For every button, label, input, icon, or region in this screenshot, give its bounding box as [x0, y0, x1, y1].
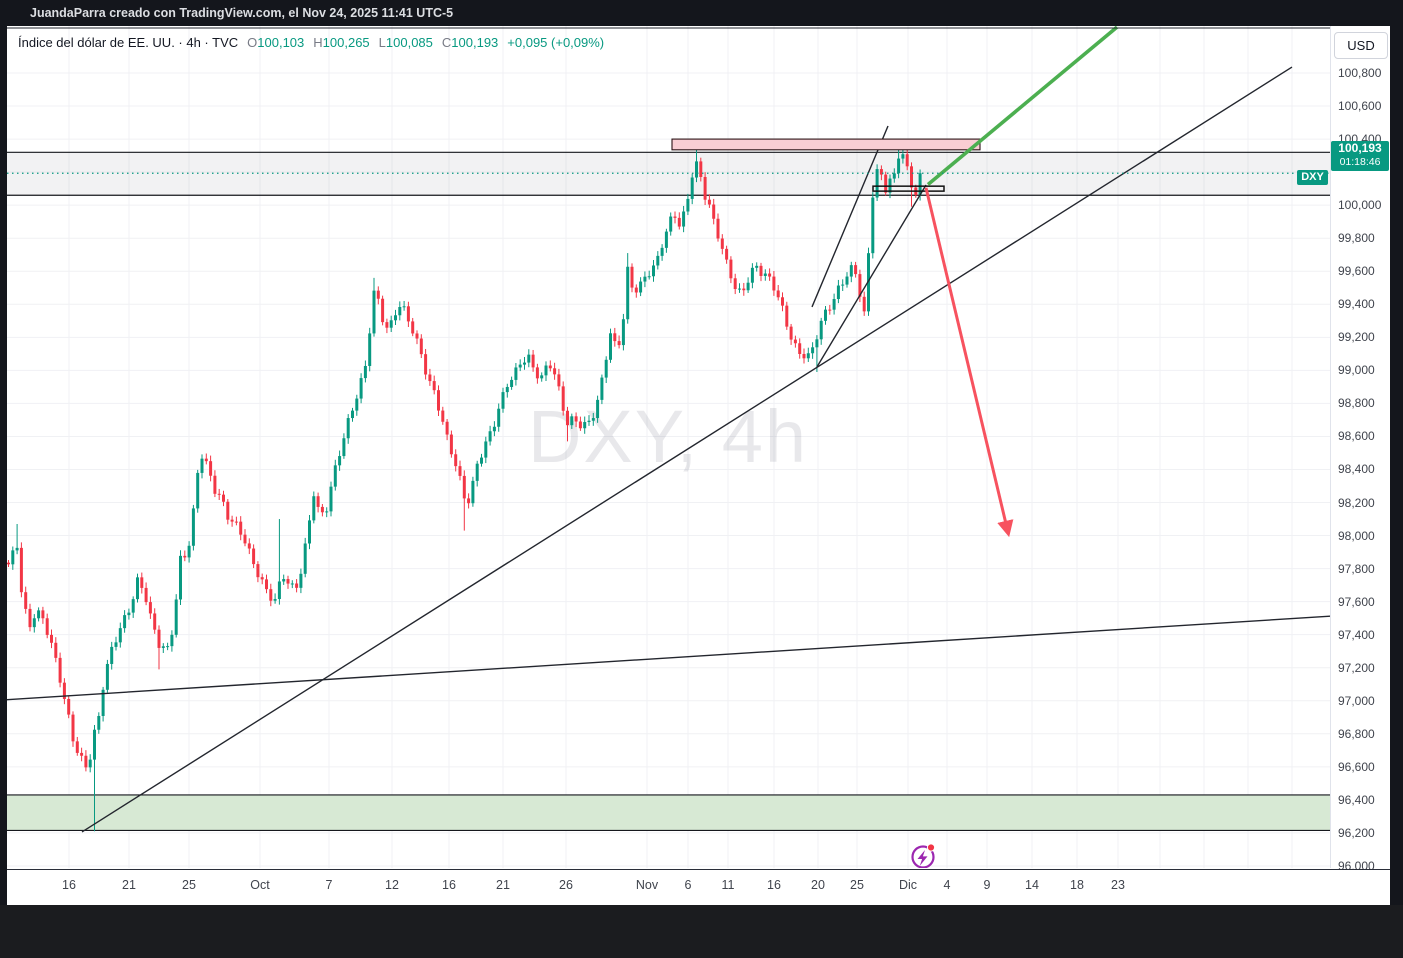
time-tick-label: 7 — [325, 878, 333, 892]
time-tick-label: 25 — [182, 878, 196, 892]
ohlc-open-label: O — [247, 35, 258, 50]
time-tick-label: 14 — [1025, 878, 1039, 892]
time-tick-label: 21 — [496, 878, 510, 892]
bullish-projection-line[interactable] — [926, 26, 1119, 186]
symbol-watermark: DXY, 4h — [528, 395, 808, 478]
time-tick-label: 20 — [811, 878, 825, 892]
ohlc-high-label: H — [313, 35, 323, 50]
time-tick-label: 4 — [943, 878, 951, 892]
left-window-edge — [0, 26, 7, 905]
time-tick-label: 18 — [1070, 878, 1084, 892]
price-tick-label: 96,200 — [1338, 825, 1375, 840]
attribution-text: JuandaParra creado con TradingView.com, … — [30, 6, 454, 20]
time-tick-label: 9 — [983, 878, 991, 892]
time-tick-label: 16 — [442, 878, 456, 892]
price-tick-label: 96,600 — [1338, 759, 1375, 774]
price-tick-label: 98,800 — [1338, 396, 1375, 411]
price-tick-label: 99,600 — [1338, 264, 1375, 279]
current-price-value: 100,193 — [1338, 141, 1382, 155]
wedge-upper-line[interactable] — [811, 125, 889, 308]
price-tick-label: 96,400 — [1338, 792, 1375, 807]
symbol-price-flag: DXY — [1297, 170, 1328, 185]
price-tick-label: 99,400 — [1338, 297, 1375, 312]
time-tick-label: 25 — [850, 878, 864, 892]
price-tick-label: 98,200 — [1338, 495, 1375, 510]
price-tick-label: 97,000 — [1338, 693, 1375, 708]
entry-box[interactable] — [872, 185, 945, 192]
current-price-badge: 100,193 01:18:46 — [1331, 141, 1389, 171]
ohlc-low-label: L — [378, 35, 386, 50]
price-tick-label: 100,800 — [1338, 66, 1382, 80]
time-tick-label: 16 — [62, 878, 76, 892]
ohlc-high-value: 100,265 — [322, 35, 370, 50]
price-tick-label: 99,800 — [1338, 231, 1375, 246]
bearish-projection-arrow[interactable] — [924, 187, 1014, 538]
price-tick-label: 98,400 — [1338, 462, 1375, 477]
plot-area: DXY, 4h — [0, 26, 1330, 868]
time-tick-label: 11 — [721, 878, 735, 892]
price-tick-label: 97,200 — [1338, 660, 1375, 675]
price-tick-label: 99,200 — [1338, 330, 1375, 345]
time-tick-label: Nov — [635, 878, 659, 892]
time-tick-label: Dic — [898, 878, 918, 892]
time-tick-label: 16 — [767, 878, 781, 892]
wedge-lower-line[interactable] — [816, 184, 927, 368]
time-scale[interactable]: 16 21 25 Oct 7 12 16 21 26 Nov 6 11 16 20 25 Dic 4 9 14 18 2… — [7, 869, 1390, 906]
time-tick-label: 26 — [559, 878, 573, 892]
top-attribution-bar: JuandaParra creado con TradingView.com, … — [0, 0, 1403, 26]
price-tick-label: 96,800 — [1338, 726, 1375, 741]
price-tick-label: 97,400 — [1338, 627, 1375, 642]
ohlc-close-label: C — [441, 35, 452, 50]
symbol-legend[interactable]: Índice del dólar de EE. UU. · 4h · TVC O… — [18, 35, 604, 50]
ohlc-close-value: 100,193 — [451, 35, 499, 50]
demand-band[interactable] — [7, 794, 1330, 832]
ohlc-open-value: 100,103 — [257, 35, 305, 50]
price-tick-label: 99,000 — [1338, 363, 1375, 378]
time-tick-label: 12 — [385, 878, 399, 892]
price-tick-label: 98,600 — [1338, 429, 1375, 444]
right-window-edge — [1390, 26, 1403, 905]
time-tick-label: 6 — [684, 878, 692, 892]
time-tick-label: 21 — [122, 878, 136, 892]
time-tick-label: Oct — [250, 878, 270, 892]
candlestick-series — [7, 139, 922, 832]
price-tick-label: 98,000 — [1338, 528, 1375, 543]
economic-event-icon[interactable] — [911, 843, 936, 868]
price-tick-label: 97,600 — [1338, 594, 1375, 609]
time-tick-label: 23 — [1111, 878, 1125, 892]
symbol-title[interactable]: Índice del dólar de EE. UU. · 4h · TVC — [18, 35, 239, 50]
supply-box[interactable] — [671, 138, 981, 151]
price-tick-label: 100,000 — [1338, 198, 1382, 213]
bar-countdown: 01:18:46 — [1339, 156, 1381, 168]
price-change: +0,095 (+0,09%) — [507, 35, 605, 50]
shallow-trend-line[interactable] — [0, 615, 1330, 701]
long-uptrend-line[interactable] — [81, 66, 1293, 833]
bottom-bar: TradingView — [0, 905, 1403, 958]
ohlc-low-value: 100,085 — [385, 35, 433, 50]
currency-button[interactable]: USD — [1334, 32, 1388, 59]
price-tick-label: 97,800 — [1338, 561, 1375, 576]
price-tick-label: 100,600 — [1338, 99, 1382, 114]
